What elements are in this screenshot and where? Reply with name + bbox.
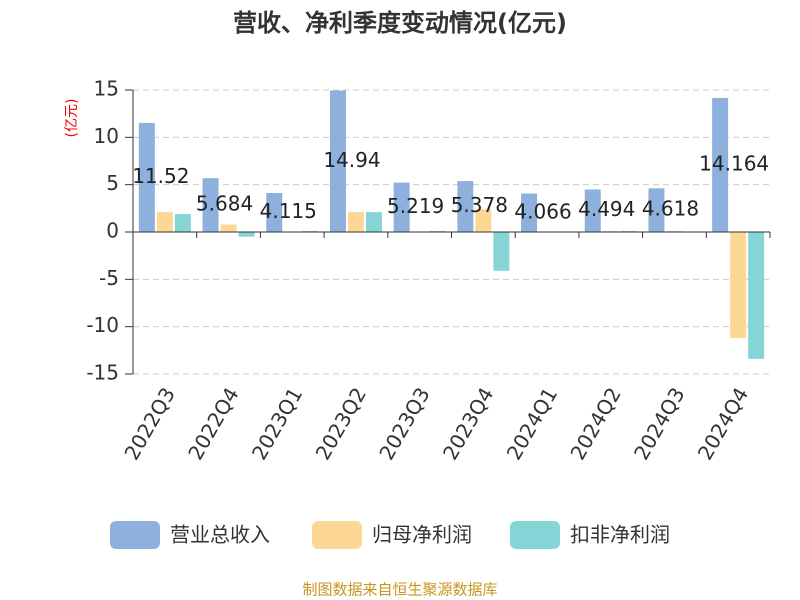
x-tick-label: 2024Q1: [502, 383, 562, 464]
x-tick-label: 2023Q2: [311, 383, 371, 464]
chart-title: 营收、净利季度变动情况(亿元): [233, 9, 567, 37]
bar: [457, 181, 474, 232]
source-note: 制图数据来自恒生聚源数据库: [302, 581, 497, 599]
bar: [220, 224, 237, 232]
bar: [730, 232, 747, 339]
data-label: 11.52: [132, 164, 189, 188]
y-axis-label: (亿元): [64, 99, 80, 138]
legend-swatch: [312, 521, 362, 549]
x-tick-label: 2023Q4: [438, 383, 498, 464]
data-label: 4.066: [514, 199, 571, 223]
bar: [156, 212, 173, 232]
bar: [493, 232, 510, 271]
y-tick-label: -15: [86, 361, 119, 385]
bar: [584, 189, 601, 232]
bar: [475, 209, 492, 232]
x-tick-label: 2024Q3: [629, 383, 689, 464]
data-label: 14.94: [323, 148, 380, 172]
bar: [266, 193, 283, 232]
data-label: 4.618: [642, 197, 699, 221]
bar: [521, 193, 538, 232]
y-tick-label: -10: [86, 313, 119, 337]
data-label: 4.115: [260, 199, 317, 223]
legend-label: 扣非净利润: [570, 523, 670, 547]
bar: [748, 232, 765, 359]
y-tick-label: 15: [94, 77, 119, 101]
y-tick-label: 5: [106, 171, 119, 195]
bar: [238, 232, 255, 237]
legend-swatch: [510, 521, 560, 549]
x-tick-label: 2023Q3: [374, 383, 434, 464]
data-label: 5.219: [387, 194, 444, 218]
legend-swatch: [110, 521, 160, 549]
bar: [347, 212, 364, 232]
x-tick-label: 2024Q2: [565, 383, 625, 464]
bar: [393, 182, 410, 232]
data-label: 14.164: [699, 151, 769, 175]
x-tick-label: 2023Q1: [247, 383, 307, 464]
data-label: 5.378: [451, 193, 508, 217]
x-tick-label: 2022Q3: [119, 383, 179, 464]
legend-label: 营业总收入: [170, 523, 270, 547]
y-tick-label: 10: [94, 124, 119, 148]
data-label: 5.684: [196, 192, 253, 216]
bar: [202, 178, 219, 232]
bar: [712, 97, 729, 233]
bar: [365, 212, 382, 232]
bar: [648, 188, 665, 232]
bar: [329, 90, 346, 233]
bar: [174, 214, 191, 232]
bar: [138, 122, 155, 232]
x-tick-label: 2024Q4: [693, 383, 753, 464]
legend-label: 归母净利润: [372, 523, 472, 547]
y-tick-label: -5: [99, 266, 119, 290]
data-label: 4.494: [578, 197, 635, 221]
x-tick-label: 2022Q4: [183, 383, 243, 464]
y-tick-label: 0: [106, 219, 119, 243]
